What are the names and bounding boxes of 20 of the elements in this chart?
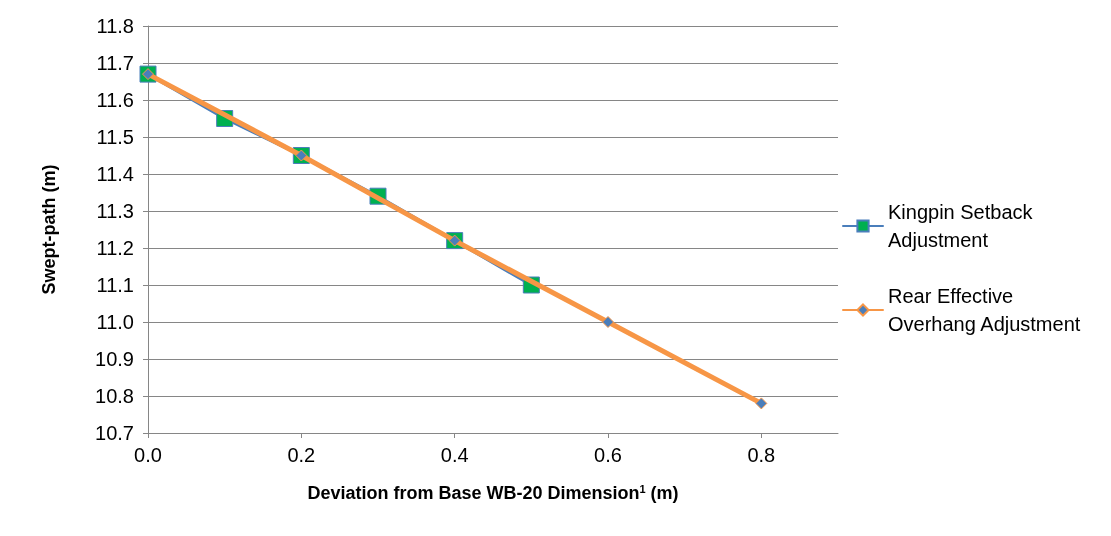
x-tick-label: 0.0 bbox=[134, 444, 162, 466]
y-tick-label: 11.2 bbox=[96, 237, 134, 259]
x-tick-label: 0.2 bbox=[287, 444, 316, 466]
x-tick-label: 0.6 bbox=[594, 444, 622, 466]
y-tick-label: 11.7 bbox=[96, 52, 134, 74]
y-tick-label: 11.5 bbox=[96, 126, 134, 148]
x-tick-label: 0.8 bbox=[747, 444, 776, 466]
y-tick-label: 11.1 bbox=[96, 274, 134, 296]
y-tick-label: 11.3 bbox=[96, 200, 134, 222]
y-tick-label: 11.6 bbox=[96, 89, 134, 111]
y-tick-label: 11.8 bbox=[96, 15, 134, 37]
legend-label: Kingpin Setback Adjustment bbox=[888, 201, 1039, 251]
y-tick-label: 10.9 bbox=[95, 348, 134, 370]
y-tick-label: 11.4 bbox=[96, 163, 134, 185]
y-tick-label: 10.7 bbox=[95, 422, 134, 444]
legend-label: Rear Effective Overhang Adjustment bbox=[888, 285, 1081, 335]
x-tick-label: 0.4 bbox=[440, 444, 469, 466]
y-tick-label: 10.8 bbox=[95, 385, 134, 407]
y-axis-title: Swept-path (m) bbox=[39, 164, 59, 295]
y-tick-label: 11.0 bbox=[96, 311, 134, 333]
